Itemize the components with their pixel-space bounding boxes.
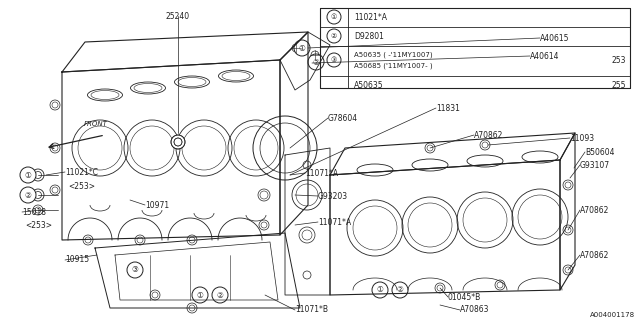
Text: A70862: A70862 [474, 131, 504, 140]
Circle shape [192, 287, 208, 303]
Text: A70863: A70863 [460, 306, 490, 315]
Circle shape [294, 40, 310, 56]
Text: A50635 ( -'11MY1007): A50635 ( -'11MY1007) [354, 52, 433, 58]
Circle shape [327, 53, 341, 67]
Text: 10971: 10971 [145, 201, 169, 210]
Text: 11021*A: 11021*A [354, 12, 387, 21]
Text: <253>: <253> [68, 181, 95, 190]
Circle shape [32, 169, 44, 181]
Text: <253>: <253> [25, 220, 52, 229]
Text: ②: ② [397, 285, 403, 294]
Text: A70862: A70862 [580, 205, 609, 214]
Text: 11071*A: 11071*A [318, 218, 351, 227]
Text: A70862: A70862 [580, 251, 609, 260]
Circle shape [327, 10, 341, 24]
Text: A004001178: A004001178 [590, 312, 635, 318]
Text: G93203: G93203 [318, 191, 348, 201]
Circle shape [392, 282, 408, 298]
Text: 25240: 25240 [166, 12, 190, 20]
Text: ①: ① [376, 285, 383, 294]
Text: 11021*C: 11021*C [65, 167, 98, 177]
Circle shape [171, 135, 185, 149]
Text: A40614: A40614 [530, 52, 559, 60]
Text: 01045*B: 01045*B [448, 292, 481, 301]
Circle shape [127, 262, 143, 278]
Text: G78604: G78604 [328, 114, 358, 123]
Text: 253: 253 [611, 55, 626, 65]
Text: ②: ② [331, 33, 337, 39]
Text: FRONT: FRONT [84, 121, 108, 127]
Text: D92801: D92801 [354, 31, 384, 41]
Text: ①: ① [24, 171, 31, 180]
Text: 11071*A: 11071*A [305, 169, 338, 178]
Text: A50635: A50635 [354, 81, 383, 90]
Text: ③: ③ [331, 57, 337, 63]
Circle shape [20, 167, 36, 183]
Circle shape [308, 54, 324, 70]
Text: A50685 ('11MY1007- ): A50685 ('11MY1007- ) [354, 63, 433, 69]
Circle shape [32, 189, 44, 201]
Circle shape [327, 29, 341, 43]
Text: ②: ② [312, 58, 319, 67]
Text: ①: ① [299, 44, 305, 52]
Text: 11093: 11093 [570, 133, 594, 142]
Text: ②: ② [216, 291, 223, 300]
Circle shape [212, 287, 228, 303]
Text: ①: ① [331, 14, 337, 20]
Text: G93107: G93107 [580, 161, 610, 170]
Text: A40615: A40615 [540, 34, 570, 43]
Circle shape [20, 187, 36, 203]
Text: 10915: 10915 [65, 255, 89, 265]
Text: ③: ③ [132, 266, 138, 275]
Text: ②: ② [24, 190, 31, 199]
Text: ①: ① [196, 291, 204, 300]
Text: 11071*B: 11071*B [295, 306, 328, 315]
Text: B50604: B50604 [585, 148, 614, 156]
Text: 11831: 11831 [436, 103, 460, 113]
Text: 255: 255 [611, 81, 626, 90]
Text: 15018: 15018 [22, 207, 46, 217]
Circle shape [372, 282, 388, 298]
